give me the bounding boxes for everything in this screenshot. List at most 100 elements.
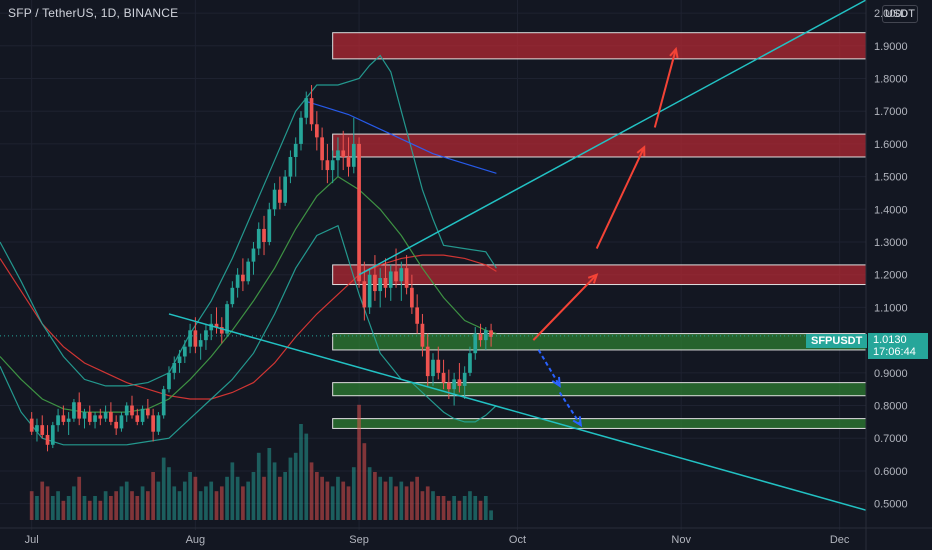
- price-tick-label: 0.7000: [874, 433, 908, 445]
- candle-body: [61, 415, 66, 422]
- candle-body: [124, 405, 129, 416]
- volume-bar: [161, 457, 166, 520]
- volume-bar: [114, 491, 119, 520]
- arrow-up-head: [587, 273, 599, 284]
- candle-body: [98, 415, 103, 419]
- arrow-down-head: [572, 416, 583, 428]
- candle-body: [478, 333, 483, 341]
- candle-body: [72, 402, 76, 419]
- volume-bar: [103, 491, 108, 520]
- volume-bar: [87, 500, 92, 520]
- price-axis-bg: [866, 0, 932, 550]
- volume-bar: [441, 496, 446, 520]
- price-tick-label: 1.1000: [874, 302, 908, 314]
- price-tick-label: 0.8000: [874, 401, 908, 413]
- volume-bar: [446, 500, 451, 520]
- volume-bar: [225, 476, 229, 520]
- volume-bar: [140, 486, 145, 520]
- candle-body: [225, 304, 229, 334]
- candle-body: [394, 271, 398, 282]
- candle-body: [346, 156, 351, 167]
- volume-bar: [373, 472, 377, 520]
- arrow-down-head: [551, 376, 561, 388]
- currency-button[interactable]: USDT: [882, 5, 918, 23]
- candle-body: [473, 333, 478, 354]
- price-tick-label: 0.6000: [874, 466, 908, 478]
- candle-body: [399, 268, 404, 282]
- bb-lower-line: [0, 224, 497, 446]
- candle-body: [362, 281, 367, 308]
- candle-body: [272, 189, 277, 210]
- volume-bar: [325, 481, 330, 520]
- bb-upper-line: [0, 54, 497, 387]
- volume-bar: [235, 476, 240, 520]
- candle-body: [235, 274, 240, 288]
- volume-bar: [357, 404, 361, 520]
- candle-body: [135, 415, 140, 422]
- arrow-up-shaft: [595, 146, 646, 249]
- volume-bar: [351, 467, 356, 520]
- candle-body: [267, 209, 272, 243]
- arrow-up-head: [669, 46, 679, 59]
- candle-body: [209, 323, 214, 331]
- volume-bar: [473, 496, 478, 520]
- candle-body: [256, 228, 261, 249]
- volume-bar: [304, 433, 309, 520]
- volume-bar: [119, 486, 124, 520]
- price-tick-label: 1.7000: [874, 106, 908, 118]
- time-tick-label: Aug: [186, 534, 206, 546]
- price-axis[interactable]: 2.00001.90001.80001.70001.60001.50001.40…: [865, 0, 932, 550]
- candle-body: [457, 379, 462, 386]
- price-tick-label: 1.3000: [874, 237, 908, 249]
- volume-bar: [489, 510, 493, 520]
- volume-bar: [151, 472, 155, 520]
- volume-bar: [267, 448, 272, 520]
- volume-bar: [383, 481, 388, 520]
- price-tick-label: 1.4000: [874, 204, 908, 216]
- volume-bar: [177, 491, 182, 520]
- volume-bar: [272, 462, 277, 520]
- volume-bar: [167, 467, 171, 520]
- candle-body: [219, 327, 224, 334]
- volume-bar: [330, 486, 335, 520]
- candle-body: [188, 330, 192, 347]
- candle-body: [204, 330, 208, 341]
- volume-bar: [172, 486, 177, 520]
- volume-bar: [82, 496, 87, 520]
- candle-body: [77, 402, 82, 419]
- ma-blue-line: [306, 100, 497, 174]
- candle-body: [293, 143, 298, 157]
- candle-body: [161, 389, 166, 416]
- candle-body: [172, 363, 177, 373]
- volume-bar: [45, 486, 50, 520]
- candle-body: [246, 261, 251, 282]
- time-tick-label: Sep: [349, 534, 369, 546]
- volume-bar: [198, 491, 203, 520]
- volume-bar: [404, 486, 409, 520]
- candle-body: [452, 379, 456, 390]
- price-tick-label: 1.5000: [874, 172, 908, 184]
- arrow-up-shaft: [653, 48, 677, 128]
- price-tick-label: 0.9000: [874, 368, 908, 380]
- volume-bar: [29, 491, 34, 520]
- time-axis[interactable]: Jul Aug Sep Oct Nov Dec: [0, 527, 932, 546]
- volume-bar: [130, 491, 134, 520]
- candle-body: [251, 248, 256, 262]
- candlesticks: [29, 85, 493, 452]
- volume-bar: [420, 491, 425, 520]
- volume-bar: [256, 452, 261, 520]
- candle-body: [193, 330, 198, 347]
- volume-bar: [109, 496, 113, 520]
- volume-bar: [98, 500, 103, 520]
- candle-body: [425, 346, 430, 377]
- volume-bar: [56, 491, 60, 520]
- volume-bar: [399, 481, 404, 520]
- volume-bar: [77, 476, 82, 520]
- price-tick-label: 0.5000: [874, 499, 908, 511]
- price-tick-label: 1.6000: [874, 139, 908, 151]
- candle-body: [66, 418, 71, 422]
- price-tick-label: 1.9000: [874, 41, 908, 53]
- price-tick-label: 1.8000: [874, 73, 908, 85]
- ma-red-line: [0, 254, 497, 400]
